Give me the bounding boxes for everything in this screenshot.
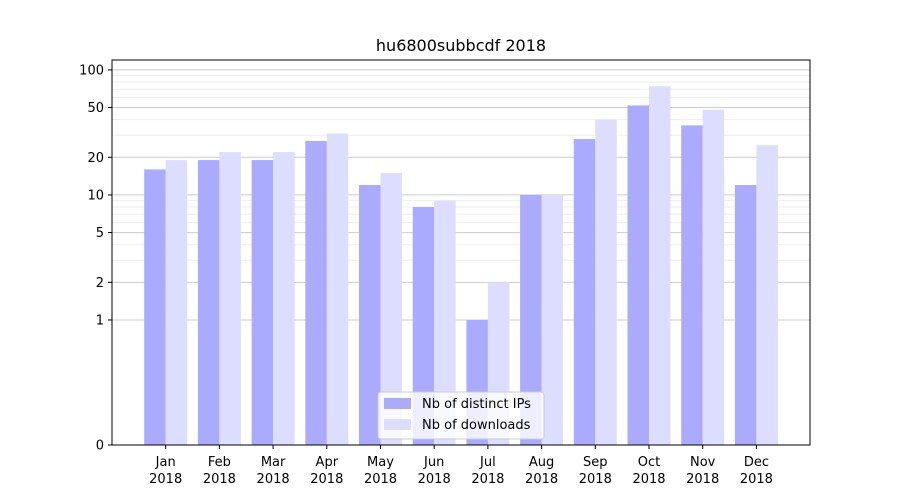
bar-downloads [434,200,456,445]
bar-downloads [541,194,564,445]
bar-distinct-ips [520,194,542,445]
x-tick-label-year: 2018 [418,472,451,487]
x-tick-label-month: Mar [261,455,286,470]
x-tick-label-month: Dec [744,455,769,470]
bar-distinct-ips [197,160,220,445]
bar-distinct-ips [305,140,327,445]
x-tick-label-month: Feb [208,455,231,470]
x-tick-label-month: Jul [479,455,496,470]
bar-distinct-ips [251,160,274,445]
legend: Nb of distinct IPs Nb of downloads [377,391,545,440]
legend-label-downloads: Nb of downloads [422,418,531,433]
legend-swatch-distinct-ips [384,398,411,409]
y-tick-label: 20 [87,151,104,166]
x-tick-label-year: 2018 [203,472,236,487]
x-tick-label-month: Jun [423,455,444,470]
y-tick-label: 2 [96,276,104,291]
x-tick-label-year: 2018 [364,472,397,487]
bar-distinct-ips [734,185,757,445]
y-tick-label: 1 [96,313,104,328]
bar-downloads [273,152,295,445]
x-tick-label-month: Sep [583,455,608,470]
x-tick-label-month: Aug [529,455,554,470]
legend-label-distinct-ips: Nb of distinct IPs [422,397,531,412]
y-tick-label: 50 [87,101,104,116]
bar-distinct-ips [627,105,649,446]
bar-downloads [702,109,725,445]
bar-downloads [219,152,241,445]
x-tick-label-year: 2018 [310,472,343,487]
y-tick-label: 10 [87,188,104,203]
bar-distinct-ips [573,139,596,445]
bar-distinct-ips [681,125,703,445]
chart-title: hu6800subbcdf 2018 [376,36,546,55]
bar-distinct-ips [359,185,381,445]
x-tick-label-month: Nov [690,455,716,470]
x-tick-label-year: 2018 [257,472,290,487]
bar-downloads [380,172,402,445]
bar-downloads [326,133,349,445]
y-axis: 0 1 2 5 10 20 50 100 [79,63,112,454]
x-tick-label-month: Apr [316,455,339,470]
bar-distinct-ips [412,207,435,445]
bars [144,86,778,446]
x-tick-label-year: 2018 [471,472,504,487]
bar-downloads [649,86,671,445]
x-tick-label-year: 2018 [632,472,665,487]
x-tick-label-month: Jan [155,455,176,470]
plot-frame [111,59,811,446]
y-tick-label: 5 [96,226,104,241]
y-tick-label: 0 [96,439,104,454]
bar-downloads [595,119,617,446]
x-tick-label-year: 2018 [686,472,719,487]
legend-box [377,391,545,440]
x-tick-label-year: 2018 [740,472,773,487]
x-tick-label-year: 2018 [149,472,182,487]
bar-downloads [756,145,778,445]
bar-distinct-ips [144,169,166,445]
x-tick-label-month: Oct [638,455,660,470]
x-tick-label-year: 2018 [525,472,558,487]
y-tick-label: 100 [79,63,104,78]
x-tick-label-month: May [367,455,394,470]
bar-downloads [165,160,188,445]
legend-swatch-downloads [384,419,411,430]
x-tick-label-year: 2018 [579,472,612,487]
x-axis: Jan 2018 Feb 2018 Mar 2018 Apr 2018 May 2018 Jun 20… [149,445,773,487]
